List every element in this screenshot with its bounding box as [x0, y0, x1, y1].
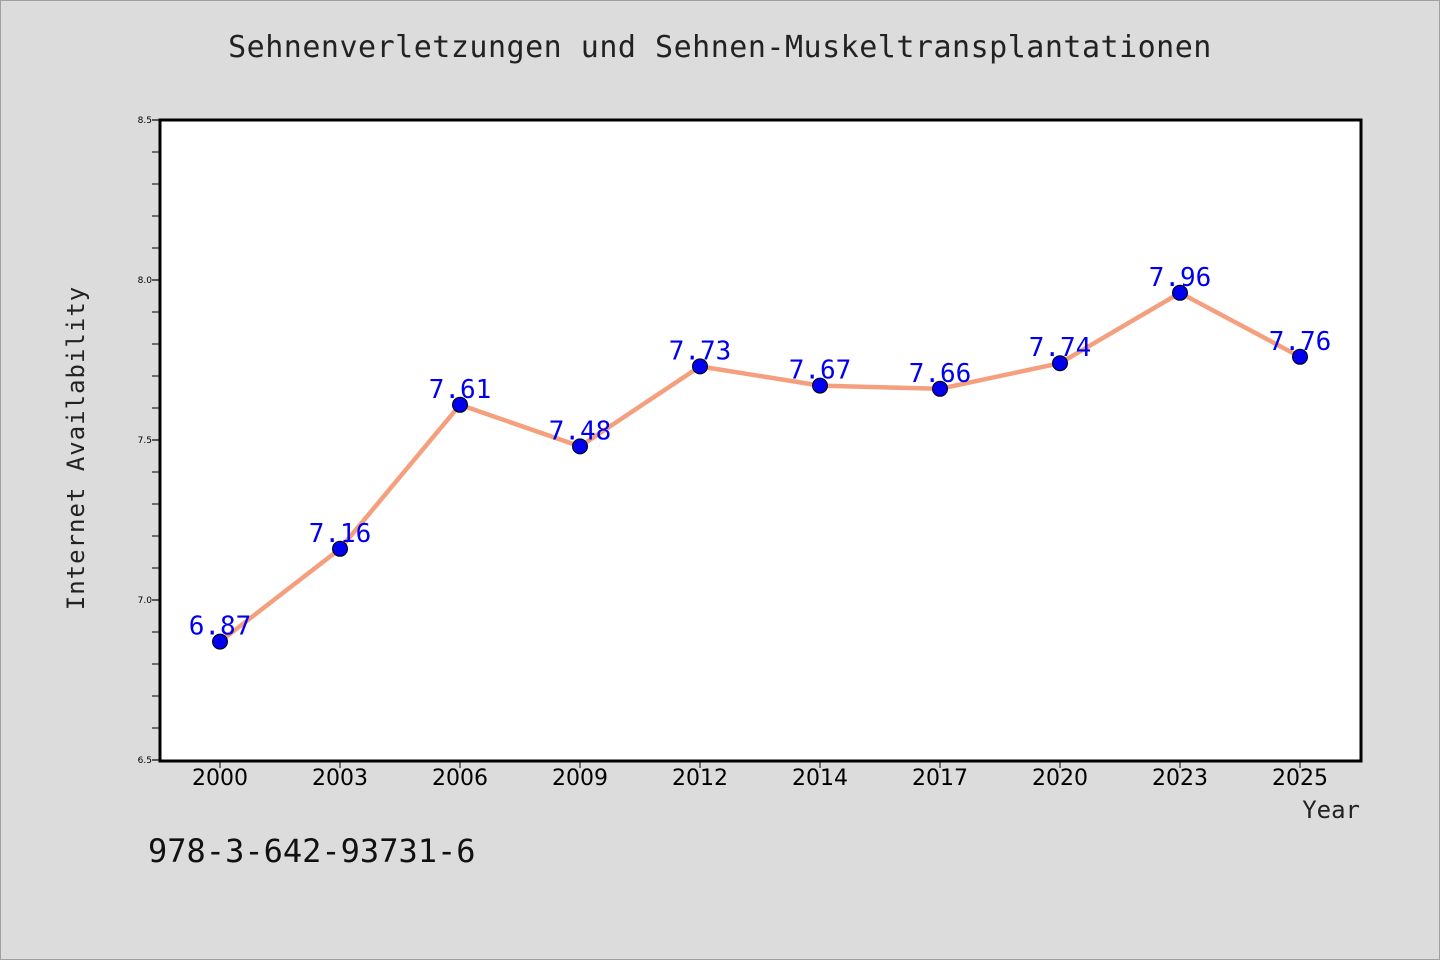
series-layer: 6.87 7.16 7.61 7.48 7.73 7.67 7.66 7.74 7.96 7.76 — [189, 263, 1332, 650]
data-point — [452, 396, 468, 413]
data-point — [212, 633, 228, 650]
data-point — [1292, 348, 1308, 365]
data-label: 7.76 — [1269, 327, 1332, 357]
x-tick-label: 2000 — [192, 766, 248, 791]
data-point — [932, 380, 948, 397]
data-label: 7.61 — [429, 375, 492, 405]
data-point — [1052, 355, 1068, 372]
data-label: 7.73 — [669, 336, 732, 366]
y-tick-label: 8.5 — [138, 116, 152, 126]
data-point — [572, 438, 588, 455]
data-point — [692, 358, 708, 375]
x-axis: 2000 2003 2006 2009 2012 2014 2017 2020 2023 2025 — [192, 760, 1328, 791]
y-axis: 6.5 7.0 7.5 8.0 8.5 — [138, 116, 160, 766]
data-label: 7.16 — [309, 519, 372, 549]
x-tick-label: 2017 — [912, 766, 968, 791]
data-point — [1172, 284, 1188, 301]
y-tick-label: 6.5 — [138, 756, 152, 766]
data-point — [332, 540, 348, 557]
x-axis-title: Year — [1302, 796, 1360, 824]
y-tick-label: 7.0 — [138, 596, 153, 606]
x-tick-label: 2023 — [1152, 766, 1208, 791]
footnote-isbn: 978-3-642-93731-6 — [148, 832, 476, 870]
x-tick-label: 2003 — [312, 766, 368, 791]
data-label: 6.87 — [189, 612, 252, 642]
data-label: 7.67 — [789, 356, 852, 386]
plot-area — [158, 118, 1363, 763]
x-tick-label: 2014 — [792, 766, 848, 791]
x-tick-label: 2009 — [552, 766, 608, 791]
data-label: 7.74 — [1029, 333, 1092, 363]
x-tick-label: 2006 — [432, 766, 488, 791]
y-axis-title: Internet Availability — [62, 285, 90, 611]
y-tick-label: 7.5 — [138, 436, 152, 446]
data-label: 7.48 — [549, 416, 612, 446]
x-tick-label: 2012 — [672, 766, 728, 791]
data-label: 7.66 — [909, 359, 972, 389]
y-tick-label: 8.0 — [138, 276, 153, 286]
chart-title: Sehnenverletzungen und Sehnen-Muskeltran… — [228, 30, 1212, 65]
x-tick-label: 2025 — [1272, 766, 1328, 791]
x-tick-label: 2020 — [1032, 766, 1088, 791]
series-line — [218, 290, 1302, 644]
data-label: 7.96 — [1149, 263, 1212, 293]
data-point — [812, 377, 828, 394]
